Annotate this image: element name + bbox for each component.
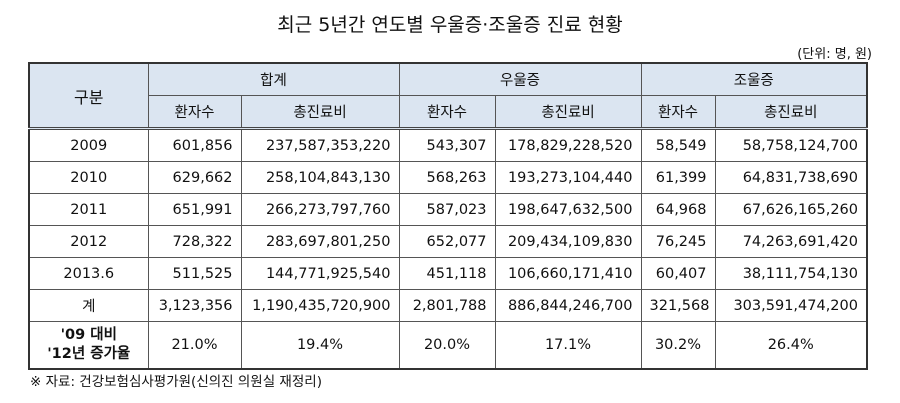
subheader: 총진료비 <box>240 95 400 129</box>
subheader: 총진료비 <box>494 95 642 129</box>
row-label: 2010 <box>28 161 149 194</box>
table-cell: 64,831,738,690 <box>714 161 868 194</box>
subheader: 환자수 <box>398 95 496 129</box>
row-label: 2009 <box>28 127 149 162</box>
footnote: ※ 자료: 건강보험심사평가원(신의진 의원실 재정리) <box>30 374 322 390</box>
table-cell: 193,273,104,440 <box>494 161 642 194</box>
unit-note: (단위: 명, 원) <box>797 47 872 62</box>
table-cell: 587,023 <box>398 193 496 226</box>
subheader: 환자수 <box>147 95 242 129</box>
table-cell: 198,647,632,500 <box>494 193 642 226</box>
table-cell: 321,568 <box>640 289 716 322</box>
table-cell: 67,626,165,260 <box>714 193 868 226</box>
rate-cell: 30.2% <box>640 321 716 370</box>
table-cell: 60,407 <box>640 257 716 290</box>
table-cell: 58,758,124,700 <box>714 127 868 162</box>
table-cell: 64,968 <box>640 193 716 226</box>
table-row: 2012 728,322 283,697,801,250 652,077 209,434… <box>28 225 868 258</box>
row-label: 계 <box>28 289 149 322</box>
table-cell: 303,591,474,200 <box>714 289 868 322</box>
table-cell: 629,662 <box>147 161 242 194</box>
table-row: 계 3,123,356 1,190,435,720,900 2,801,788 886,… <box>28 289 868 322</box>
table-cell: 74,263,691,420 <box>714 225 868 258</box>
data-table: 구분 합계 우울증 조울증 환자수 총진료비 환자수 총진료비 환자수 총진료비… <box>28 62 868 370</box>
table-cell: 2,801,788 <box>398 289 496 322</box>
table-cell: 58,549 <box>640 127 716 162</box>
table-cell: 451,118 <box>398 257 496 290</box>
row-header: 구분 <box>28 62 149 129</box>
table-cell: 209,434,109,830 <box>494 225 642 258</box>
rate-cell: 19.4% <box>240 321 400 370</box>
table-cell: 651,991 <box>147 193 242 226</box>
table-cell: 237,587,353,220 <box>240 127 400 162</box>
table-cell: 652,077 <box>398 225 496 258</box>
row-label: 2011 <box>28 193 149 226</box>
table-cell: 511,525 <box>147 257 242 290</box>
rate-cell: 20.0% <box>398 321 496 370</box>
subheader: 환자수 <box>640 95 716 129</box>
rate-cell: 26.4% <box>714 321 868 370</box>
rate-label-line1: '09 대비 <box>60 327 117 343</box>
table-cell: 543,307 <box>398 127 496 162</box>
group-header-total: 합계 <box>147 62 400 96</box>
table-cell: 38,111,754,130 <box>714 257 868 290</box>
table-cell: 76,245 <box>640 225 716 258</box>
table-row: 2013.6 511,525 144,771,925,540 451,118 106,6… <box>28 257 868 290</box>
table-cell: 106,660,171,410 <box>494 257 642 290</box>
row-label: 2013.6 <box>28 257 149 290</box>
table-cell: 144,771,925,540 <box>240 257 400 290</box>
table-cell: 3,123,356 <box>147 289 242 322</box>
page-title: 최근 5년간 연도별 우울증·조울증 진료 현황 <box>277 14 623 36</box>
table-row: 2010 629,662 258,104,843,130 568,263 193,273… <box>28 161 868 194</box>
row-label: '09 대비 '12년 증가율 <box>28 321 149 370</box>
rate-cell: 17.1% <box>494 321 642 370</box>
group-header-depression: 우울증 <box>398 62 642 96</box>
table-cell: 1,190,435,720,900 <box>240 289 400 322</box>
subheader: 총진료비 <box>714 95 868 129</box>
table-cell: 728,322 <box>147 225 242 258</box>
group-header-bipolar: 조울증 <box>640 62 868 96</box>
table-cell: 178,829,228,520 <box>494 127 642 162</box>
table-cell: 61,399 <box>640 161 716 194</box>
table-cell: 601,856 <box>147 127 242 162</box>
rate-cell: 21.0% <box>147 321 242 370</box>
table-row: 2011 651,991 266,273,797,760 587,023 198,647… <box>28 193 868 226</box>
rate-label-line2: '12년 증가율 <box>47 346 131 362</box>
growth-rate-row: '09 대비 '12년 증가율 21.0% 19.4% 20.0% 17.1% 30.2% 2… <box>28 321 868 370</box>
table-cell: 283,697,801,250 <box>240 225 400 258</box>
table-cell: 258,104,843,130 <box>240 161 400 194</box>
row-label: 2012 <box>28 225 149 258</box>
table-cell: 266,273,797,760 <box>240 193 400 226</box>
table-cell: 886,844,246,700 <box>494 289 642 322</box>
table-cell: 568,263 <box>398 161 496 194</box>
table-row: 2009 601,856 237,587,353,220 543,307 178,829… <box>28 127 868 162</box>
